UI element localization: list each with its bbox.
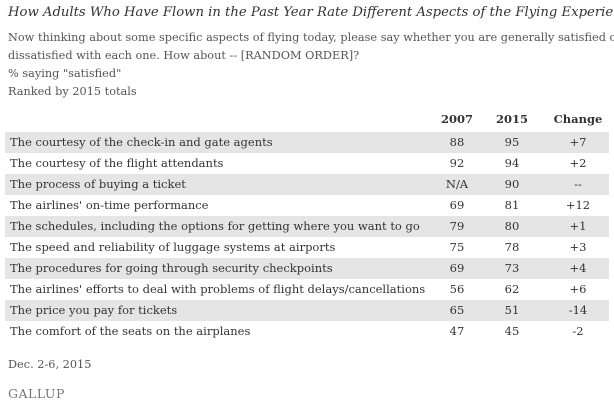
row-label: The procedures for going through securit… [10, 261, 333, 275]
value-change: +6 [569, 282, 587, 296]
value-change: -- [574, 177, 582, 191]
value-2015: 45 [504, 324, 520, 338]
header-change: Change [553, 112, 603, 126]
value-2015: 51 [504, 303, 520, 317]
row-label: The airlines' efforts to deal with probl… [10, 282, 426, 296]
row-label: The price you pay for tickets [10, 303, 178, 317]
header-2007: 2007 [440, 112, 473, 126]
value-2015: 95 [504, 135, 520, 149]
value-2007: 69 [449, 261, 465, 275]
value-2007: 92 [449, 156, 465, 170]
row-label: The comfort of the seats on the airplane… [10, 324, 251, 338]
table-row: The courtesy of the check-in and gate ag… [5, 132, 609, 153]
value-2015: 73 [504, 261, 520, 275]
value-change: +12 [565, 198, 591, 212]
value-change: +7 [569, 135, 587, 149]
value-change: +4 [569, 261, 587, 275]
table-row: The process of buying a ticket N/A 90 -- [5, 174, 609, 195]
value-2007: 47 [449, 324, 465, 338]
gallup-logo: GALLUP [8, 386, 65, 401]
table-row: The comfort of the seats on the airplane… [5, 321, 609, 342]
value-2007: 75 [449, 240, 465, 254]
value-2015: 81 [504, 198, 520, 212]
table-row: The schedules, including the options for… [5, 216, 609, 237]
table-row: The airlines' on-time performance 69 81 +12 [5, 195, 609, 216]
value-change: +2 [569, 156, 587, 170]
question-text-line-2: dissatisfied with each one. How about --… [8, 49, 360, 62]
value-2015: 78 [504, 240, 520, 254]
row-label: The speed and reliability of luggage sys… [10, 240, 336, 254]
value-change: -2 [572, 324, 584, 338]
table-row: The procedures for going through securit… [5, 258, 609, 279]
value-2007: 88 [449, 135, 465, 149]
row-label: The airlines' on-time performance [10, 198, 209, 212]
page-title: How Adults Who Have Flown in the Past Ye… [8, 5, 614, 20]
value-2015: 94 [504, 156, 520, 170]
row-label: The schedules, including the options for… [10, 219, 420, 233]
row-label: The courtesy of the flight attendants [10, 156, 224, 170]
ranking-note: Ranked by 2015 totals [8, 85, 137, 98]
row-label: The process of buying a ticket [10, 177, 186, 191]
header-2015: 2015 [495, 112, 528, 126]
table-row: The courtesy of the flight attendants 92 9… [5, 153, 609, 174]
value-change: -14 [568, 303, 588, 317]
value-change: +1 [569, 219, 587, 233]
value-2015: 90 [504, 177, 520, 191]
table-row: The speed and reliability of luggage sys… [5, 237, 609, 258]
value-2007: 69 [449, 198, 465, 212]
table-row: The airlines' efforts to deal with probl… [5, 279, 609, 300]
survey-date: Dec. 2-6, 2015 [8, 358, 92, 371]
value-2007: N/A [445, 177, 469, 191]
value-2007: 79 [449, 219, 465, 233]
value-2007: 65 [449, 303, 465, 317]
row-label: The courtesy of the check-in and gate ag… [10, 135, 273, 149]
value-2015: 80 [504, 219, 520, 233]
value-2015: 62 [504, 282, 520, 296]
value-change: +3 [569, 240, 587, 254]
question-text-line-1: Now thinking about some specific aspects… [8, 31, 614, 44]
measure-note: % saying "satisfied" [8, 67, 122, 80]
table-row: The price you pay for tickets 65 51 -14 [5, 300, 609, 321]
value-2007: 56 [449, 282, 465, 296]
